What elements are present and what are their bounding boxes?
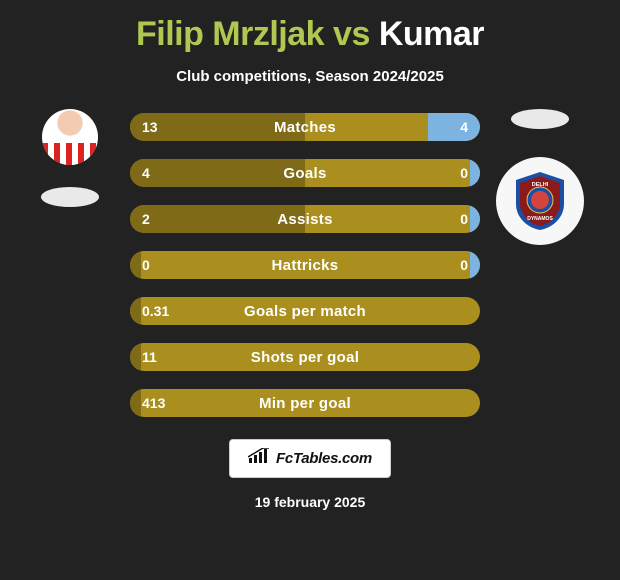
left-player-column (10, 109, 130, 207)
stat-label: Matches (274, 119, 336, 136)
stat-value-right: 0 (460, 165, 468, 181)
brand-logo-text: FcTables.com (276, 450, 372, 467)
stat-bar-left-fill (130, 343, 141, 371)
player2-club-circle: DELHI DYNAMOS (496, 157, 584, 245)
right-player-column: DELHI DYNAMOS (480, 109, 600, 245)
stat-value-right: 0 (460, 257, 468, 273)
growth-bars-icon (248, 448, 270, 469)
brand-logo[interactable]: FcTables.com (229, 439, 391, 478)
subtitle: Club competitions, Season 2024/2025 (176, 68, 444, 85)
stat-value-right: 0 (460, 211, 468, 227)
stat-bar-left-fill (130, 251, 141, 279)
stat-bars: 13 4 Matches 4 0 Goals 2 0 Assists 0 0 Hattricks 0.3… (130, 113, 480, 417)
svg-text:DYNAMOS: DYNAMOS (527, 216, 553, 222)
stat-bar-left-fill (130, 389, 141, 417)
player1-flag (41, 187, 99, 207)
stat-label: Shots per goal (251, 349, 359, 366)
page-title: Filip Mrzljak vs Kumar (136, 15, 484, 54)
stat-bar-left-fill (130, 297, 141, 325)
stat-bar-right-fill (470, 205, 481, 233)
date-label: 19 february 2025 (255, 494, 366, 510)
stat-value-left: 2 (142, 211, 150, 227)
title-player1: Filip Mrzljak (136, 15, 324, 53)
stat-bar-left-fill (130, 159, 305, 187)
stat-label: Assists (277, 211, 332, 228)
stat-value-left: 4 (142, 165, 150, 181)
title-vs: vs (333, 15, 370, 53)
stat-label: Goals per match (244, 303, 366, 320)
stat-bar-right-fill (428, 113, 481, 141)
stat-value-left: 0.31 (142, 303, 169, 319)
stat-bar: 0 0 Hattricks (130, 251, 480, 279)
stat-label: Hattricks (272, 257, 339, 274)
stat-bar: 2 0 Assists (130, 205, 480, 233)
player1-photo (42, 109, 98, 165)
comparison-card: Filip Mrzljak vs Kumar Club competitions… (0, 0, 620, 580)
title-player2: Kumar (379, 15, 484, 53)
stat-value-left: 11 (142, 349, 157, 365)
stat-value-left: 0 (142, 257, 150, 273)
svg-text:DELHI: DELHI (532, 182, 549, 188)
stat-value-left: 413 (142, 395, 165, 411)
club-badge: DELHI DYNAMOS (512, 170, 568, 232)
content-row: 13 4 Matches 4 0 Goals 2 0 Assists 0 0 Hattricks 0.3… (10, 107, 610, 417)
stat-bar: 413 Min per goal (130, 389, 480, 417)
stat-bar: 4 0 Goals (130, 159, 480, 187)
stat-bar: 0.31 Goals per match (130, 297, 480, 325)
stat-label: Goals (283, 165, 326, 182)
stat-value-right: 4 (460, 119, 468, 135)
stat-bar-right-fill (470, 159, 481, 187)
player2-flag (511, 109, 569, 129)
stat-value-left: 13 (142, 119, 158, 135)
stat-bar: 13 4 Matches (130, 113, 480, 141)
stat-bar-right-fill (470, 251, 481, 279)
stat-label: Min per goal (259, 395, 351, 412)
stat-bar: 11 Shots per goal (130, 343, 480, 371)
